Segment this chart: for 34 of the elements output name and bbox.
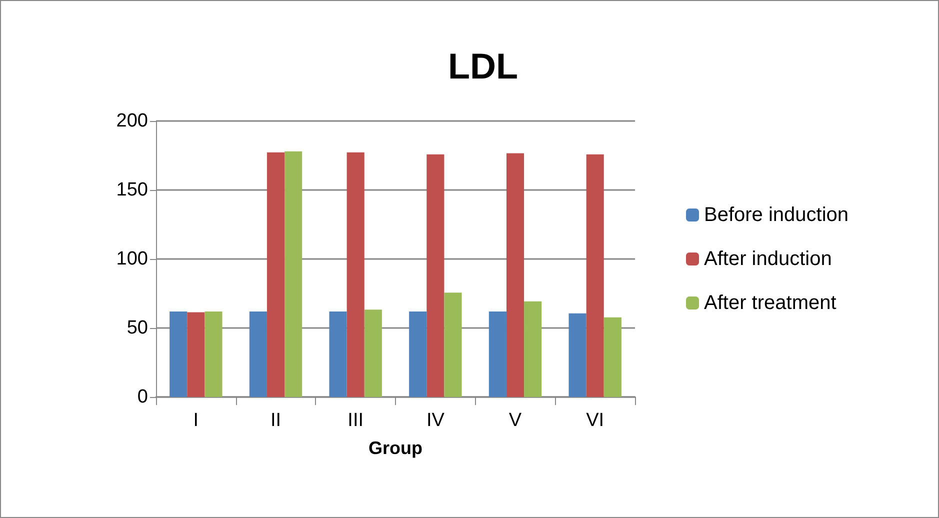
y-tick-label: 150 [116,180,148,200]
bar [409,311,427,397]
bar [204,311,222,397]
chart-title: LDL [448,46,518,86]
bar [604,317,622,397]
bar [329,311,347,397]
legend-label: After treatment [704,292,837,314]
bar [524,301,542,397]
y-tick-label: 0 [137,386,148,408]
x-tick-label: III [348,410,364,431]
x-tick-label: IV [426,410,445,431]
bar [346,152,364,397]
bar [266,152,285,397]
x-tick-label: V [508,410,522,431]
x-tick-label: II [270,410,282,431]
y-tick-label: 200 [116,110,148,132]
bar [364,310,382,397]
x-tick-label: I [193,410,199,431]
y-tick-label: 100 [116,248,148,270]
bar [506,153,524,397]
legend-label: Before induction [704,204,849,226]
bar [586,154,604,397]
x-tick-label: VI [586,410,604,431]
bar [170,311,188,397]
bar [187,312,205,397]
bar [568,313,586,397]
bar [284,151,302,397]
y-tick-label: 50 [126,318,148,338]
bar [426,154,444,397]
bar [444,292,462,397]
bar [249,311,267,397]
legend-label: After induction [704,248,832,270]
bar [488,311,506,397]
x-axis-title: Group [368,438,422,458]
